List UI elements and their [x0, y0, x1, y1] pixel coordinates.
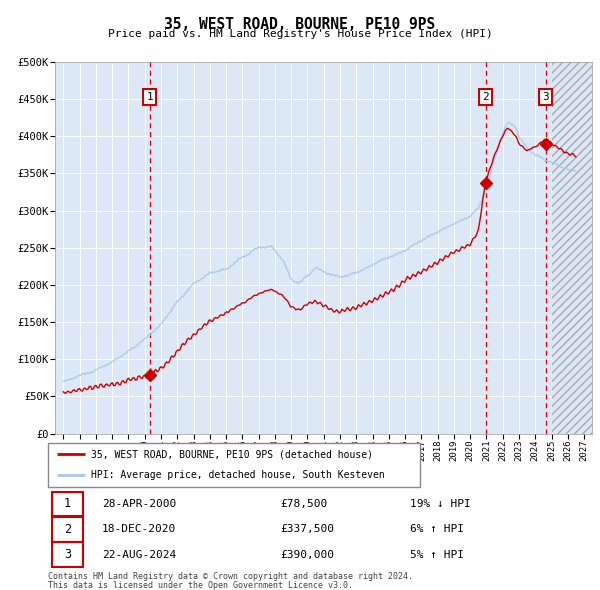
Text: 5% ↑ HPI: 5% ↑ HPI — [410, 549, 464, 559]
Text: 6% ↑ HPI: 6% ↑ HPI — [410, 525, 464, 534]
Text: 3: 3 — [64, 548, 71, 561]
Text: 1: 1 — [146, 92, 153, 102]
Text: Price paid vs. HM Land Registry's House Price Index (HPI): Price paid vs. HM Land Registry's House … — [107, 29, 493, 39]
Bar — [551, 62, 592, 434]
Text: 18-DEC-2020: 18-DEC-2020 — [102, 525, 176, 534]
Text: 35, WEST ROAD, BOURNE, PE10 9PS: 35, WEST ROAD, BOURNE, PE10 9PS — [164, 17, 436, 31]
Text: 28-APR-2000: 28-APR-2000 — [102, 499, 176, 509]
Text: 3: 3 — [542, 92, 549, 102]
Text: £337,500: £337,500 — [280, 525, 334, 534]
Text: Contains HM Land Registry data © Crown copyright and database right 2024.: Contains HM Land Registry data © Crown c… — [48, 572, 413, 581]
Text: 22-AUG-2024: 22-AUG-2024 — [102, 549, 176, 559]
FancyBboxPatch shape — [52, 542, 83, 567]
Text: 2: 2 — [64, 523, 71, 536]
Text: HPI: Average price, detached house, South Kesteven: HPI: Average price, detached house, Sout… — [91, 470, 385, 480]
FancyBboxPatch shape — [48, 442, 420, 487]
Text: This data is licensed under the Open Government Licence v3.0.: This data is licensed under the Open Gov… — [48, 581, 353, 589]
Text: £78,500: £78,500 — [280, 499, 328, 509]
Text: 19% ↓ HPI: 19% ↓ HPI — [410, 499, 470, 509]
Text: £390,000: £390,000 — [280, 549, 334, 559]
FancyBboxPatch shape — [52, 517, 83, 542]
Text: 1: 1 — [64, 497, 71, 510]
FancyBboxPatch shape — [52, 491, 83, 516]
Text: 2: 2 — [482, 92, 489, 102]
Text: 35, WEST ROAD, BOURNE, PE10 9PS (detached house): 35, WEST ROAD, BOURNE, PE10 9PS (detache… — [91, 450, 373, 460]
